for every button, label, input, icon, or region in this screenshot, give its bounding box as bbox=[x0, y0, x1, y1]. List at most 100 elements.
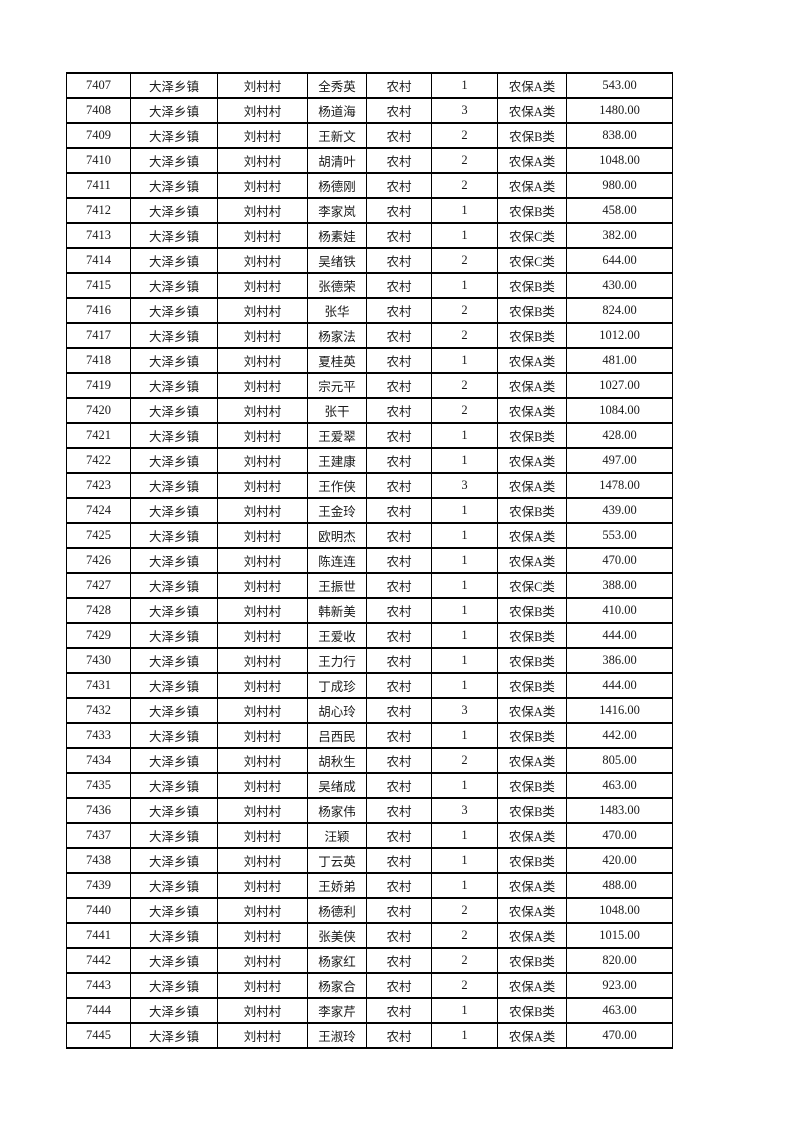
cell-village: 刘村村 bbox=[217, 597, 308, 624]
cell-serial-number: 7413 bbox=[66, 222, 131, 249]
cell-residence-type: 农村 bbox=[366, 897, 432, 924]
cell-village: 刘村村 bbox=[217, 222, 308, 249]
table-row: 7445 大泽乡镇 刘村村 王淑玲 农村 1 农保A类 470.00 bbox=[66, 1022, 673, 1049]
cell-person-count: 2 bbox=[431, 172, 498, 199]
cell-insurance-category: 农保B类 bbox=[497, 997, 567, 1024]
cell-person-name: 吕西民 bbox=[307, 722, 367, 749]
table-row: 7427 大泽乡镇 刘村村 王振世 农村 1 农保C类 388.00 bbox=[66, 572, 673, 599]
cell-town: 大泽乡镇 bbox=[130, 522, 218, 549]
cell-amount: 805.00 bbox=[566, 747, 673, 774]
cell-village: 刘村村 bbox=[217, 872, 308, 899]
cell-town: 大泽乡镇 bbox=[130, 797, 218, 824]
cell-village: 刘村村 bbox=[217, 1022, 308, 1049]
cell-serial-number: 7436 bbox=[66, 797, 131, 824]
cell-person-count: 2 bbox=[431, 947, 498, 974]
cell-person-name: 丁成珍 bbox=[307, 672, 367, 699]
cell-serial-number: 7441 bbox=[66, 922, 131, 949]
cell-town: 大泽乡镇 bbox=[130, 947, 218, 974]
cell-amount: 1027.00 bbox=[566, 372, 673, 399]
cell-amount: 543.00 bbox=[566, 72, 673, 99]
cell-village: 刘村村 bbox=[217, 422, 308, 449]
cell-residence-type: 农村 bbox=[366, 397, 432, 424]
cell-village: 刘村村 bbox=[217, 472, 308, 499]
cell-person-name: 王新文 bbox=[307, 122, 367, 149]
cell-person-count: 1 bbox=[431, 772, 498, 799]
cell-insurance-category: 农保C类 bbox=[497, 572, 567, 599]
cell-insurance-category: 农保B类 bbox=[497, 847, 567, 874]
cell-amount: 1483.00 bbox=[566, 797, 673, 824]
cell-amount: 923.00 bbox=[566, 972, 673, 999]
cell-person-name: 王爱翠 bbox=[307, 422, 367, 449]
cell-person-name: 张美侠 bbox=[307, 922, 367, 949]
cell-person-count: 2 bbox=[431, 897, 498, 924]
cell-village: 刘村村 bbox=[217, 197, 308, 224]
table-row: 7433 大泽乡镇 刘村村 吕西民 农村 1 农保B类 442.00 bbox=[66, 722, 673, 749]
cell-town: 大泽乡镇 bbox=[130, 847, 218, 874]
cell-person-count: 1 bbox=[431, 1022, 498, 1049]
cell-village: 刘村村 bbox=[217, 897, 308, 924]
cell-town: 大泽乡镇 bbox=[130, 647, 218, 674]
cell-town: 大泽乡镇 bbox=[130, 972, 218, 999]
cell-residence-type: 农村 bbox=[366, 647, 432, 674]
cell-serial-number: 7438 bbox=[66, 847, 131, 874]
cell-amount: 420.00 bbox=[566, 847, 673, 874]
cell-village: 刘村村 bbox=[217, 972, 308, 999]
table-row: 7428 大泽乡镇 刘村村 韩新美 农村 1 农保B类 410.00 bbox=[66, 597, 673, 624]
cell-village: 刘村村 bbox=[217, 347, 308, 374]
cell-person-count: 2 bbox=[431, 147, 498, 174]
table-row: 7422 大泽乡镇 刘村村 王建康 农村 1 农保A类 497.00 bbox=[66, 447, 673, 474]
cell-town: 大泽乡镇 bbox=[130, 572, 218, 599]
cell-person-name: 杨道海 bbox=[307, 97, 367, 124]
cell-person-count: 1 bbox=[431, 672, 498, 699]
cell-person-name: 胡秋生 bbox=[307, 747, 367, 774]
cell-person-name: 王力行 bbox=[307, 647, 367, 674]
cell-village: 刘村村 bbox=[217, 172, 308, 199]
cell-village: 刘村村 bbox=[217, 122, 308, 149]
cell-serial-number: 7425 bbox=[66, 522, 131, 549]
cell-amount: 458.00 bbox=[566, 197, 673, 224]
cell-residence-type: 农村 bbox=[366, 822, 432, 849]
cell-amount: 820.00 bbox=[566, 947, 673, 974]
cell-insurance-category: 农保A类 bbox=[497, 822, 567, 849]
cell-amount: 838.00 bbox=[566, 122, 673, 149]
cell-village: 刘村村 bbox=[217, 947, 308, 974]
cell-town: 大泽乡镇 bbox=[130, 247, 218, 274]
cell-serial-number: 7430 bbox=[66, 647, 131, 674]
table-row: 7412 大泽乡镇 刘村村 李家岚 农村 1 农保B类 458.00 bbox=[66, 197, 673, 224]
cell-insurance-category: 农保C类 bbox=[497, 222, 567, 249]
cell-residence-type: 农村 bbox=[366, 197, 432, 224]
cell-serial-number: 7414 bbox=[66, 247, 131, 274]
cell-residence-type: 农村 bbox=[366, 472, 432, 499]
cell-serial-number: 7418 bbox=[66, 347, 131, 374]
cell-person-name: 吴绪铁 bbox=[307, 247, 367, 274]
cell-insurance-category: 农保B类 bbox=[497, 597, 567, 624]
cell-serial-number: 7445 bbox=[66, 1022, 131, 1049]
cell-serial-number: 7429 bbox=[66, 622, 131, 649]
cell-person-name: 吴绪成 bbox=[307, 772, 367, 799]
cell-insurance-category: 农保A类 bbox=[497, 472, 567, 499]
cell-residence-type: 农村 bbox=[366, 272, 432, 299]
cell-town: 大泽乡镇 bbox=[130, 272, 218, 299]
cell-person-count: 2 bbox=[431, 322, 498, 349]
cell-amount: 644.00 bbox=[566, 247, 673, 274]
cell-serial-number: 7417 bbox=[66, 322, 131, 349]
cell-amount: 382.00 bbox=[566, 222, 673, 249]
cell-village: 刘村村 bbox=[217, 922, 308, 949]
cell-village: 刘村村 bbox=[217, 647, 308, 674]
cell-residence-type: 农村 bbox=[366, 72, 432, 99]
cell-town: 大泽乡镇 bbox=[130, 547, 218, 574]
cell-insurance-category: 农保A类 bbox=[497, 872, 567, 899]
table-row: 7440 大泽乡镇 刘村村 杨德利 农村 2 农保A类 1048.00 bbox=[66, 897, 673, 924]
cell-town: 大泽乡镇 bbox=[130, 472, 218, 499]
cell-person-name: 宗元平 bbox=[307, 372, 367, 399]
cell-amount: 470.00 bbox=[566, 822, 673, 849]
cell-residence-type: 农村 bbox=[366, 122, 432, 149]
cell-insurance-category: 农保A类 bbox=[497, 747, 567, 774]
cell-village: 刘村村 bbox=[217, 797, 308, 824]
cell-village: 刘村村 bbox=[217, 747, 308, 774]
table-row: 7407 大泽乡镇 刘村村 全秀英 农村 1 农保A类 543.00 bbox=[66, 72, 673, 99]
cell-serial-number: 7410 bbox=[66, 147, 131, 174]
cell-person-name: 张华 bbox=[307, 297, 367, 324]
cell-serial-number: 7439 bbox=[66, 872, 131, 899]
